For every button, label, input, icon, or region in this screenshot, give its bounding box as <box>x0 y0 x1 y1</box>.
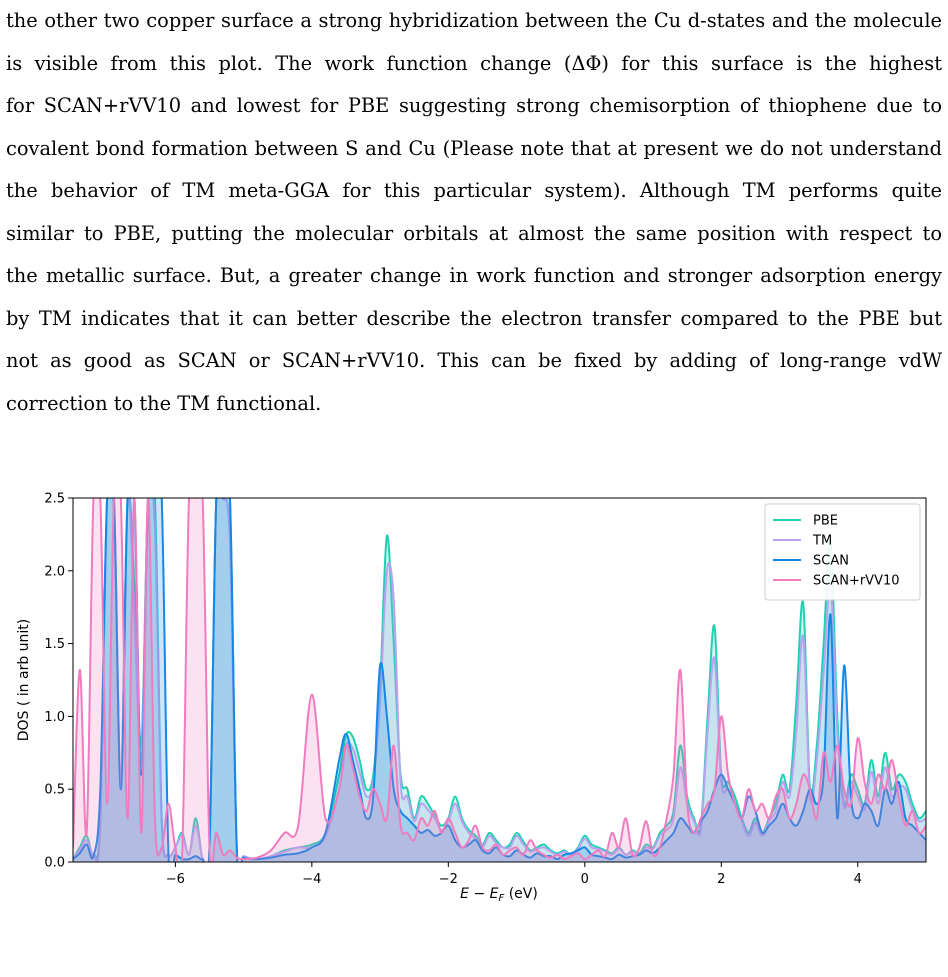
paragraph-line-10: correction to the TM functional. <box>6 391 322 415</box>
series-line-3 <box>73 498 926 862</box>
body-paragraph: the other two copper surface a strong hy… <box>6 0 942 425</box>
legend: PBE TM SCAN SCAN+rVV10 <box>764 503 921 601</box>
paragraph-line-3: for SCAN+rVV10 and lowest for PBE sugges… <box>6 94 942 117</box>
y-tick-label: 2.0 <box>44 564 65 579</box>
y-tick-label: 1.0 <box>44 710 65 725</box>
legend-label: TM <box>812 534 832 549</box>
series-area-1 <box>73 498 926 862</box>
x-axis-label: E − EF (eV) <box>460 886 538 904</box>
legend-box <box>764 503 921 601</box>
dos-figure: −6 −4 −2 0 2 4 0.0 0.5 1.0 1.5 2.0 2.5 E − EF (eV) … <box>0 490 948 972</box>
legend-label: SCAN <box>813 554 849 569</box>
dos-chart: −6 −4 −2 0 2 40.00.51.01.52.02.5 E − EF (eV) … <box>16 492 927 904</box>
plot-frame <box>72 497 927 863</box>
legend-label: PBE <box>813 514 838 529</box>
legend-label: SCAN+rVV10 <box>813 574 900 589</box>
series-line-2 <box>73 498 926 862</box>
x-tick-label: 2 <box>717 872 725 887</box>
y-tick-label: 1.5 <box>44 637 65 652</box>
y-tick-label: 2.5 <box>44 492 65 507</box>
x-tick-label: −2 <box>439 872 458 887</box>
x-tick-label: 0 <box>581 872 589 887</box>
paragraph-line-8: by TM indicates that it can better descr… <box>6 306 942 330</box>
y-tick-label: 0.0 <box>44 856 65 871</box>
paragraph-line-2: is visible from this plot. The work func… <box>6 51 942 75</box>
paragraph-line-6: similar to PBE, putting the molecular or… <box>6 221 942 245</box>
series-area-0 <box>73 498 926 862</box>
paragraph-line-7: the metallic surface. But, a greater cha… <box>6 264 942 287</box>
x-tick-label: −6 <box>166 872 185 887</box>
y-axis-label: DOS ( in arb unit) <box>16 619 32 742</box>
paragraph-line-5: the behavior of TM meta-GGA for this par… <box>6 179 942 202</box>
paragraph-line-9: not as good as SCAN or SCAN+rVV10. This … <box>6 349 942 372</box>
x-tick-label: −4 <box>302 872 321 887</box>
paragraph-line-4: covalent bond formation between S and Cu… <box>6 136 942 160</box>
x-tick-label: 4 <box>854 872 862 887</box>
y-tick-label: 0.5 <box>44 783 65 798</box>
series-area-3 <box>73 498 926 862</box>
series-area-2 <box>73 498 926 862</box>
paragraph-line-1: the other two copper surface a strong hy… <box>6 9 942 32</box>
